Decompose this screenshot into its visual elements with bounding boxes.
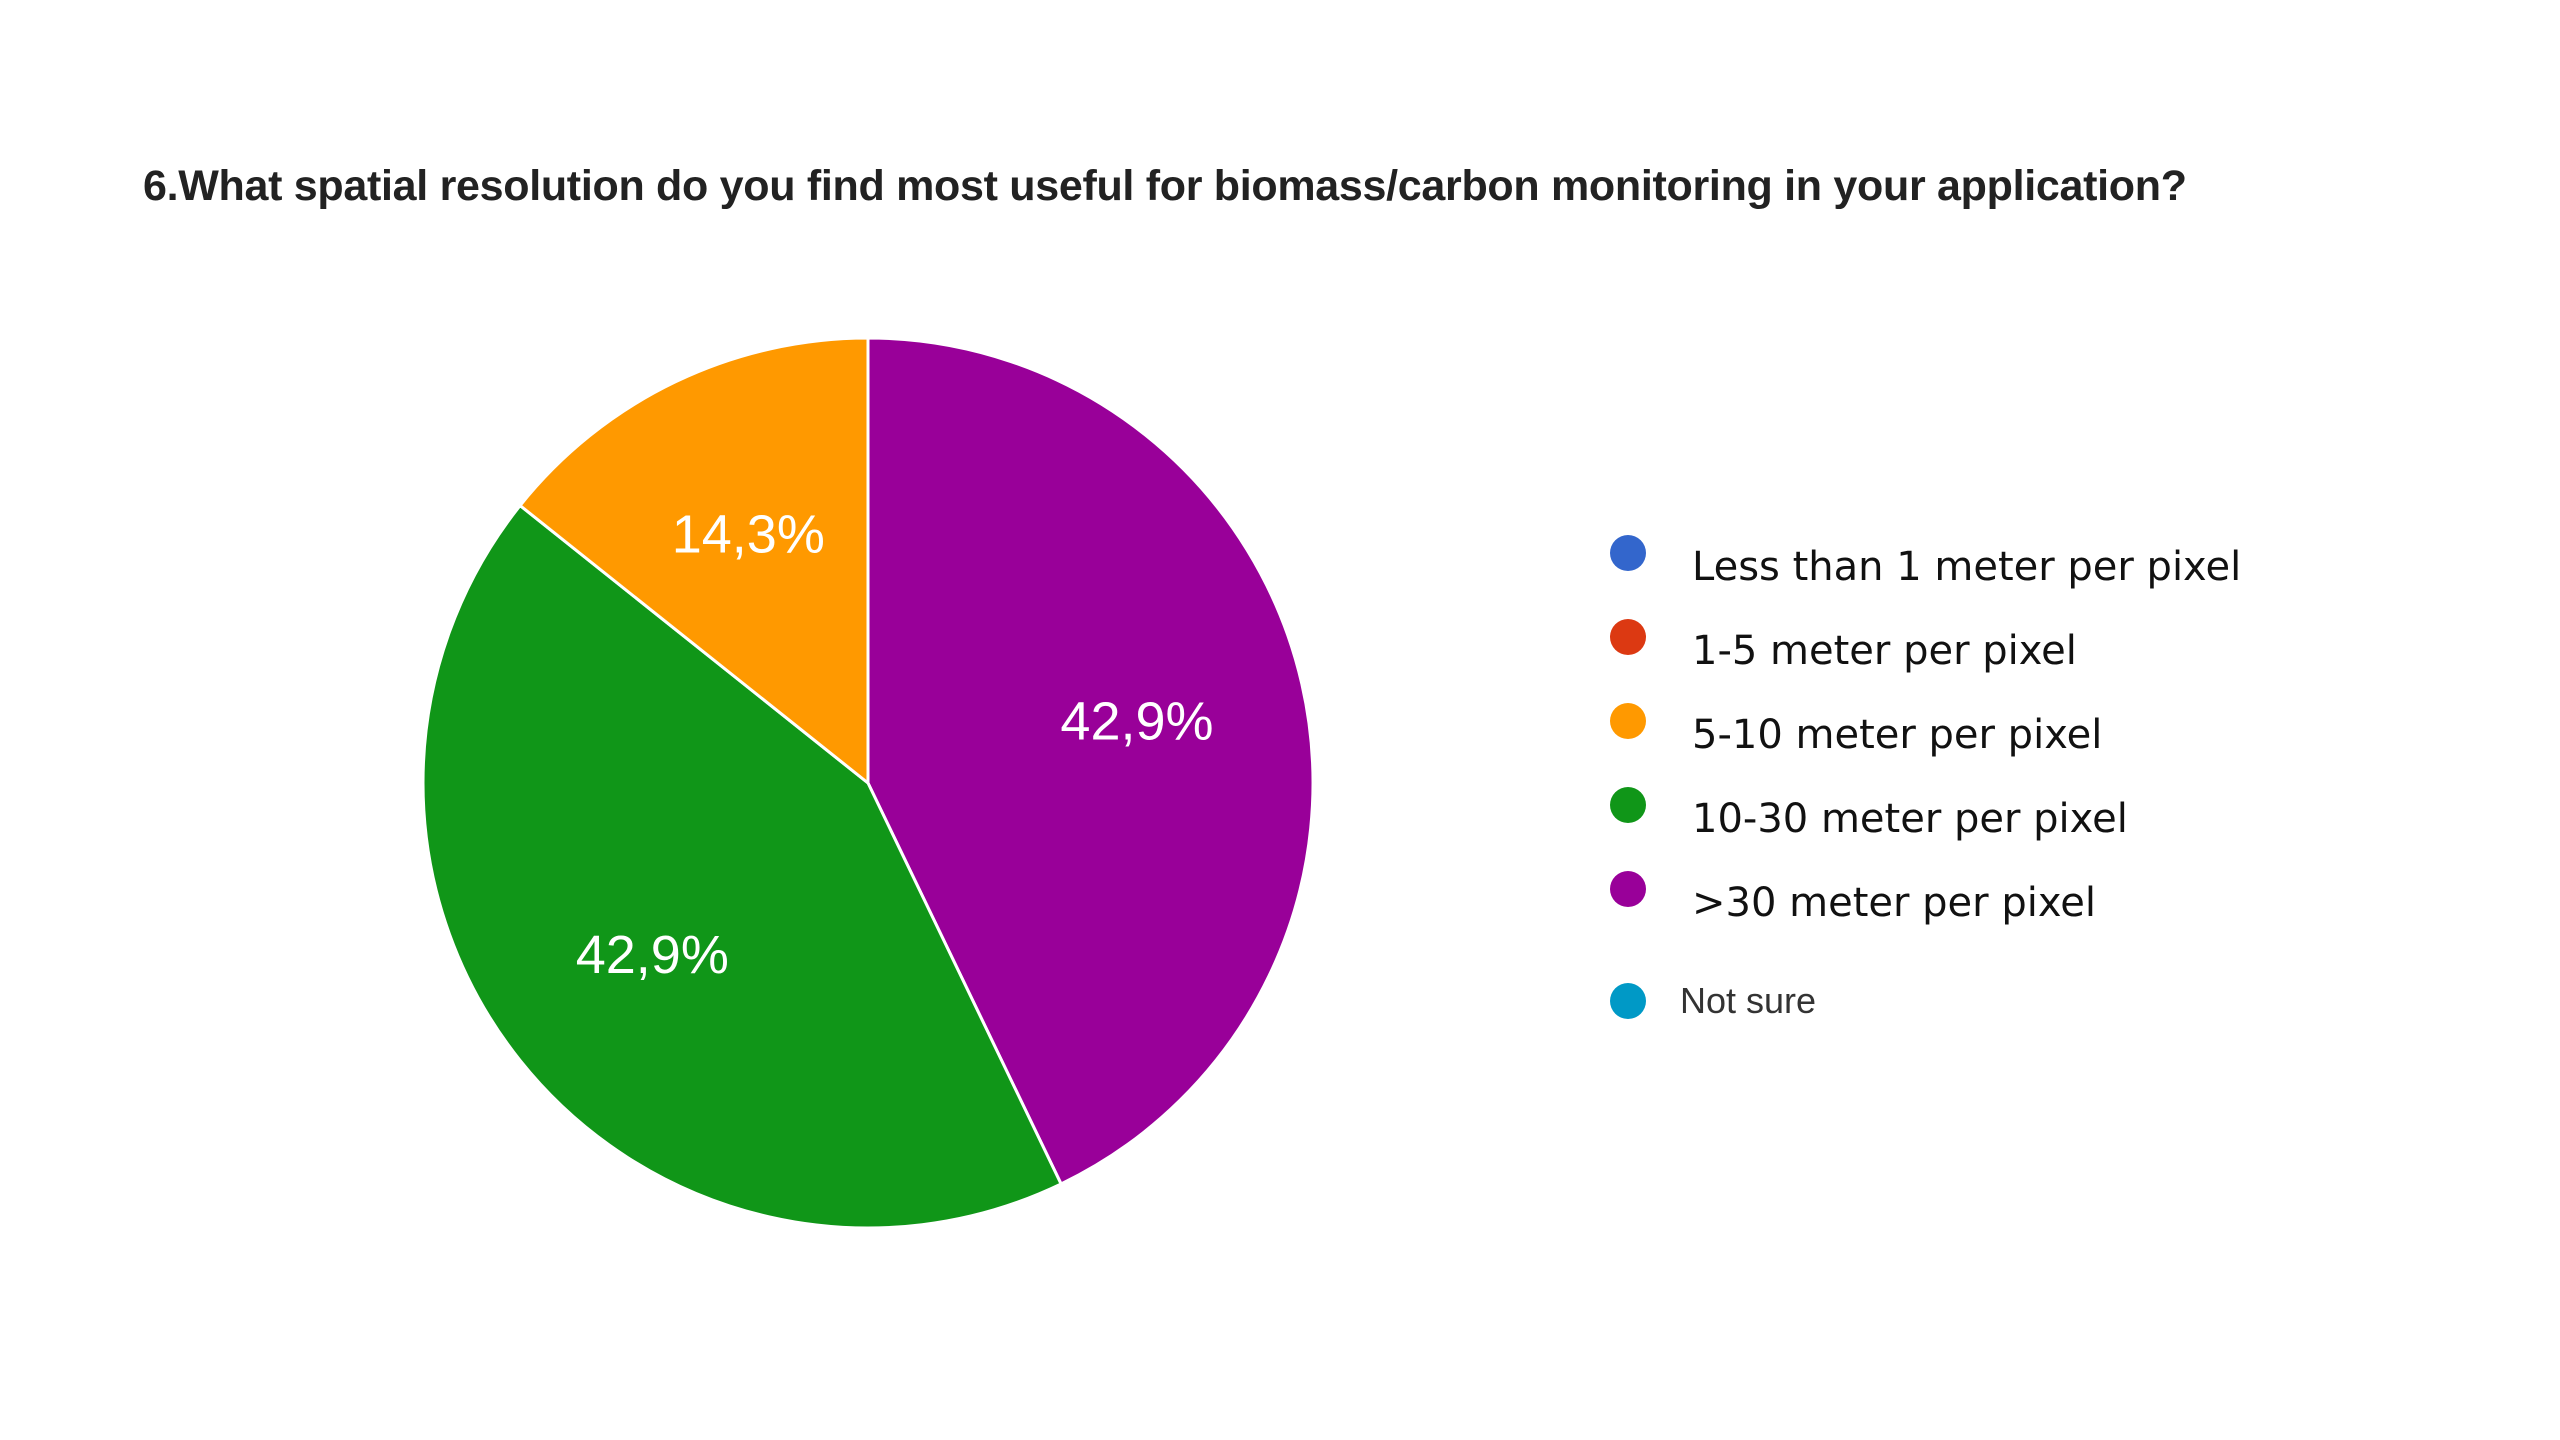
legend-item-10-30-meter-per-pixel: 10-30 meter per pixel [1610, 777, 2241, 861]
legend-item-1-5-meter-per-pixel: 1-5 meter per pixel [1610, 609, 2241, 693]
legend-swatch-5-10-meter-per-pixel [1610, 703, 1646, 739]
legend-swatch-1-5-meter-per-pixel [1610, 619, 1646, 655]
legend-swatch-not-sure [1610, 983, 1646, 1019]
legend-label-less-than-1-meter-per-pixel: Less than 1 meter per pixel [1692, 544, 2242, 590]
chart-title: 6.What spatial resolution do you find mo… [143, 162, 2187, 210]
legend-item-not-sure: Not sure [1610, 959, 2241, 1043]
pie-slices [421, 336, 1315, 1230]
pie-data-label-5-10-meter-per-pixel: 14,3% [672, 504, 825, 564]
chart-legend: Less than 1 meter per pixel 1-5 meter per… [1610, 525, 2241, 1043]
legend-swatch-10-30-meter-per-pixel [1610, 787, 1646, 823]
pie-data-labels: 42,9% 42,9% 14,3% [576, 504, 1214, 985]
pie-slice-10-30-meter-per-pixel [421, 503, 1064, 1230]
legend-swatch-30-meter-per-pixel [1610, 871, 1646, 907]
legend-item-less-than-1-meter-per-pixel: Less than 1 meter per pixel [1610, 525, 2241, 609]
legend-label-10-30-meter-per-pixel: 10-30 meter per pixel [1692, 796, 2128, 842]
legend-item-5-10-meter-per-pixel: 5-10 meter per pixel [1610, 693, 2241, 777]
pie-slice-5-10-meter-per-pixel [517, 336, 870, 787]
legend-swatch-less-than-1-meter-per-pixel [1610, 535, 1646, 571]
legend-label-5-10-meter-per-pixel: 5-10 meter per pixel [1692, 712, 2103, 758]
legend-label-1-5-meter-per-pixel: 1-5 meter per pixel [1692, 628, 2077, 674]
legend-item-30-meter-per-pixel: >30 meter per pixel [1610, 861, 2241, 945]
pie-slice-30-meter-per-pixel [866, 336, 1315, 1186]
pie-data-label-30-meter-per-pixel: 42,9% [1060, 692, 1213, 752]
legend-label-30-meter-per-pixel: >30 meter per pixel [1692, 880, 2096, 926]
legend-label-not-sure: Not sure [1680, 980, 1817, 1021]
pie-data-label-10-30-meter-per-pixel: 42,9% [576, 925, 729, 985]
